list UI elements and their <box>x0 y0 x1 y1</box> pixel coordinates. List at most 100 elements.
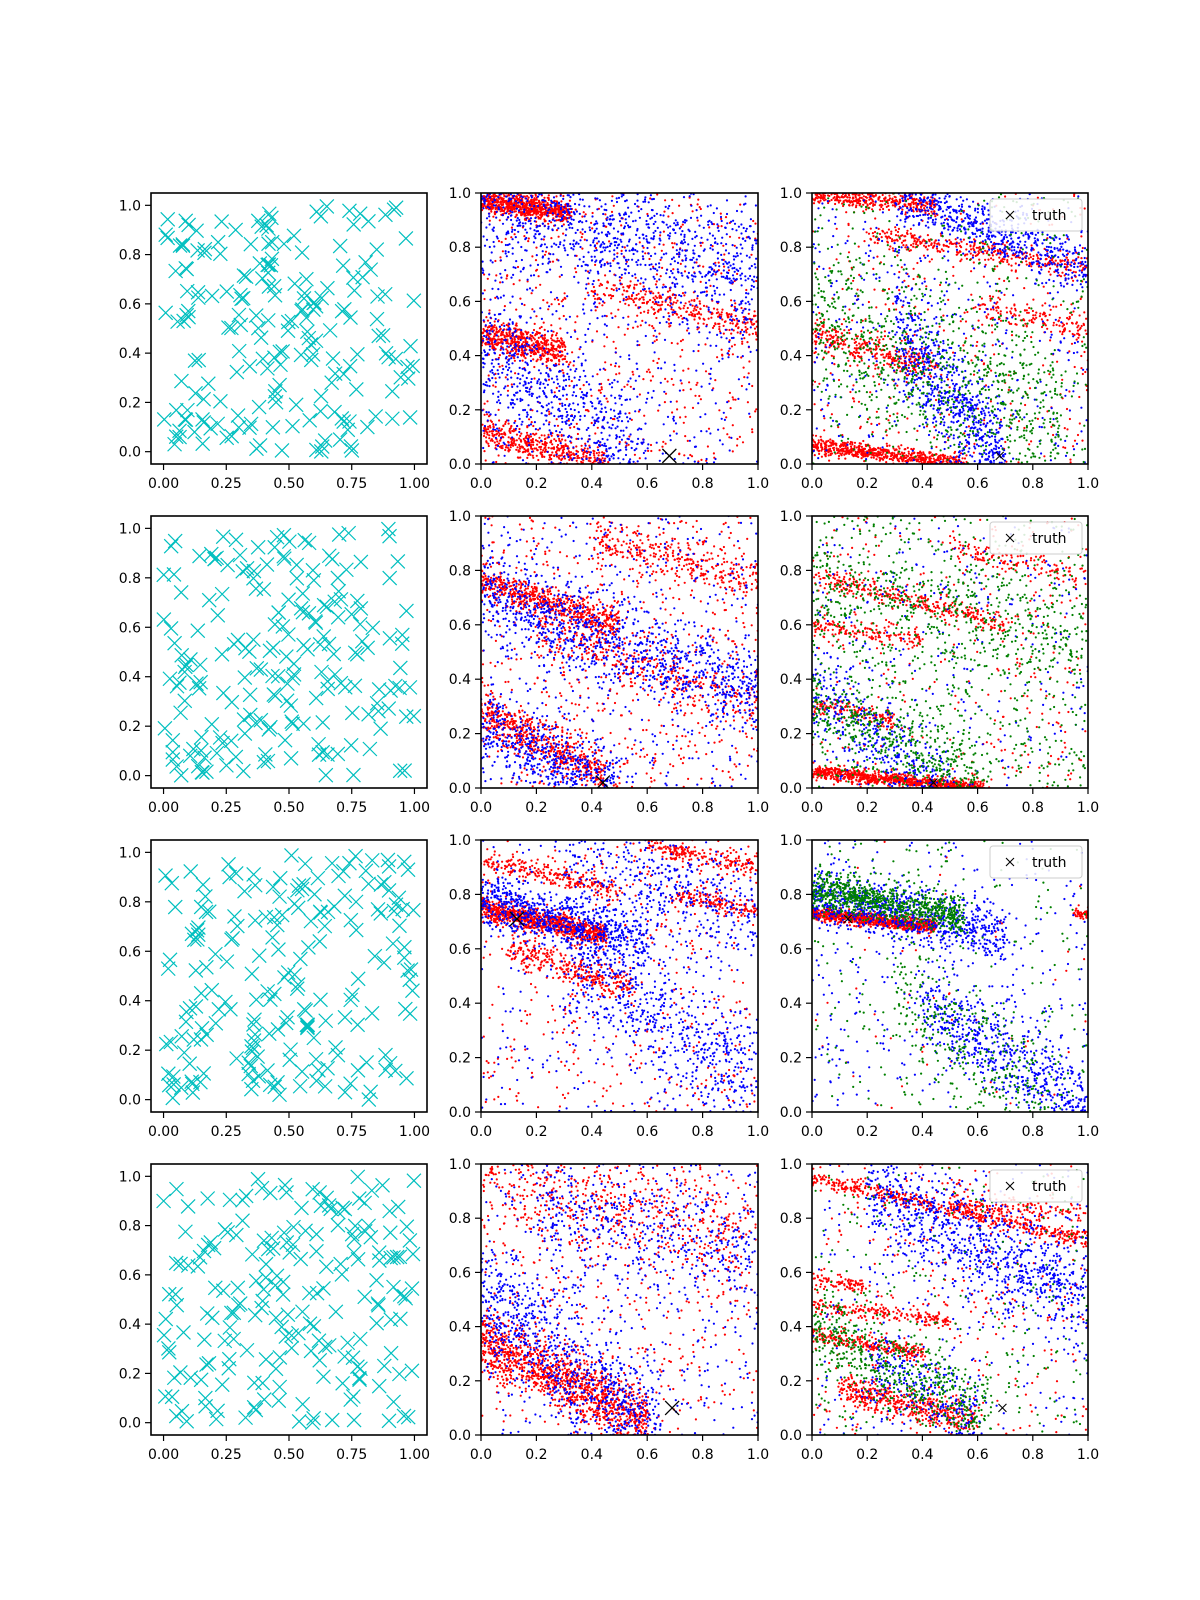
sample-point <box>719 332 722 335</box>
sample-point <box>638 241 641 244</box>
sample-point <box>669 434 672 437</box>
sample-point <box>642 285 645 288</box>
sample-point <box>243 236 259 252</box>
sample-point <box>508 318 512 321</box>
sample-point <box>483 349 486 352</box>
sample-point <box>749 274 752 278</box>
sample-point <box>224 428 240 444</box>
sample-point <box>602 224 605 228</box>
sample-point <box>622 508 624 510</box>
panel-r0c0: 0.00 0.25 0.50 0.75 1.000.00.20.40.60.81.0 <box>119 192 430 492</box>
sample-point <box>720 275 723 278</box>
sample-point <box>720 217 723 220</box>
sample-point <box>545 471 547 473</box>
sample-point <box>754 237 757 240</box>
sample-point <box>583 205 586 208</box>
sample-point <box>846 196 849 199</box>
sample-point <box>728 261 731 264</box>
sample-point <box>172 238 188 254</box>
sample-point <box>642 257 645 261</box>
sample-point <box>711 234 715 237</box>
sample-point <box>605 471 607 473</box>
sample-point <box>180 303 196 319</box>
sample-point <box>619 355 622 358</box>
sample-point <box>533 447 536 450</box>
sample-point <box>541 214 544 217</box>
sample-point <box>728 391 732 394</box>
sample-point <box>711 326 715 329</box>
sample-point <box>688 195 691 198</box>
sample-point <box>662 283 665 286</box>
sample-point <box>516 204 519 207</box>
sample-point <box>626 471 628 473</box>
sample-point <box>537 199 541 202</box>
sample-point <box>648 371 651 374</box>
sample-point <box>696 328 699 331</box>
sample-point <box>487 203 490 206</box>
sample-point <box>493 341 496 344</box>
sample-point <box>593 407 597 410</box>
sample-point <box>486 400 489 403</box>
sample-point <box>540 439 543 442</box>
sample-point <box>600 410 603 414</box>
sample-point <box>513 327 516 330</box>
sample-point <box>740 384 744 388</box>
sample-point <box>506 349 509 353</box>
sample-point <box>536 225 539 228</box>
sample-point <box>483 389 486 392</box>
sample-point <box>499 256 502 259</box>
sample-point <box>561 417 564 420</box>
sample-point <box>717 261 720 264</box>
sample-point <box>690 258 694 261</box>
sample-point <box>517 188 519 190</box>
sample-point <box>653 351 656 354</box>
sample-point <box>655 296 659 299</box>
sample-point <box>563 239 566 242</box>
sample-point <box>555 215 558 218</box>
sample-point <box>491 341 494 344</box>
sample-point <box>558 275 561 278</box>
sample-point <box>629 385 632 388</box>
sample-point <box>490 197 493 200</box>
sample-point <box>543 218 546 221</box>
sample-point <box>639 282 642 285</box>
sample-point <box>509 301 512 304</box>
sample-point <box>631 161 633 163</box>
sample-point <box>593 422 597 425</box>
sample-point <box>659 234 662 237</box>
sample-point <box>540 465 542 467</box>
sample-point <box>519 224 522 227</box>
sample-point <box>624 249 628 252</box>
sample-point <box>484 161 486 163</box>
sample-point <box>813 199 816 202</box>
sample-point <box>561 457 564 460</box>
sample-point <box>549 268 552 271</box>
sample-point <box>502 201 506 204</box>
sample-point <box>565 415 568 418</box>
sample-point <box>748 382 751 386</box>
sample-point <box>601 437 604 441</box>
sample-point <box>528 203 531 206</box>
sample-point <box>540 193 543 196</box>
sample-point <box>486 205 489 209</box>
sample-point <box>529 433 532 436</box>
sample-point <box>658 266 661 269</box>
sample-point <box>511 179 513 181</box>
sample-point <box>298 310 314 326</box>
sample-point <box>504 237 507 240</box>
sample-point <box>724 216 728 219</box>
sample-point <box>497 196 500 199</box>
sample-point <box>613 484 615 486</box>
sample-point <box>559 398 562 401</box>
sample-point <box>719 212 722 215</box>
sample-point <box>669 321 673 325</box>
sample-point <box>669 225 672 228</box>
sample-point <box>626 244 629 247</box>
sample-point <box>526 199 529 202</box>
sample-point <box>508 354 511 357</box>
sample-point <box>645 235 648 238</box>
sample-point <box>521 398 524 401</box>
sample-point <box>649 197 652 200</box>
sample-point <box>553 391 556 394</box>
sample-point <box>558 385 561 388</box>
